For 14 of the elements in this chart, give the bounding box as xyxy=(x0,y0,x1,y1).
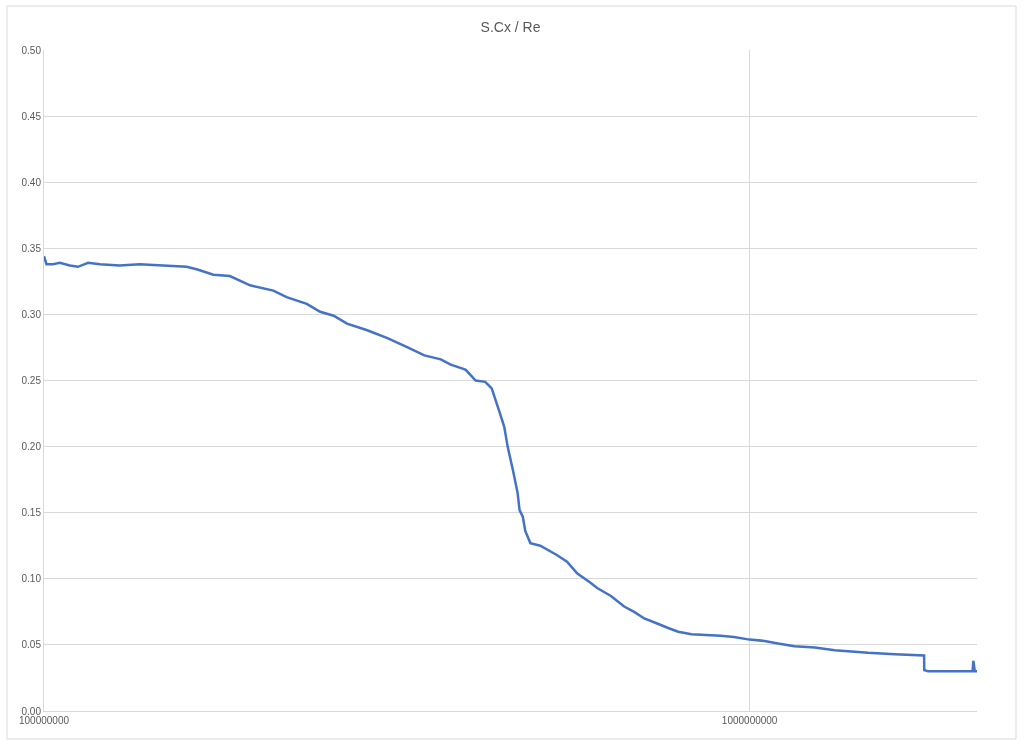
y-tick-label: 0.40 xyxy=(21,176,42,188)
y-tick-label: 0.00 xyxy=(21,705,42,717)
x-tick-label: 100000000 xyxy=(18,715,70,726)
y-tick-label: 0.25 xyxy=(21,375,42,386)
y-tick-label: 0.35 xyxy=(21,242,42,254)
x-tick-label: 1000000000 xyxy=(721,715,778,726)
y-tick-label: 0.30 xyxy=(21,308,42,320)
y-tick-label: 0.45 xyxy=(21,110,42,122)
y-tick-label: 0.15 xyxy=(21,507,42,519)
y-tick-label: 0.50 xyxy=(21,44,42,56)
y-tick-label: 0.05 xyxy=(21,639,42,651)
y-tick-label: 0.20 xyxy=(21,441,42,453)
y-tick-label: 0.10 xyxy=(21,573,42,585)
chart-title: S.Cx / Re xyxy=(480,18,541,35)
